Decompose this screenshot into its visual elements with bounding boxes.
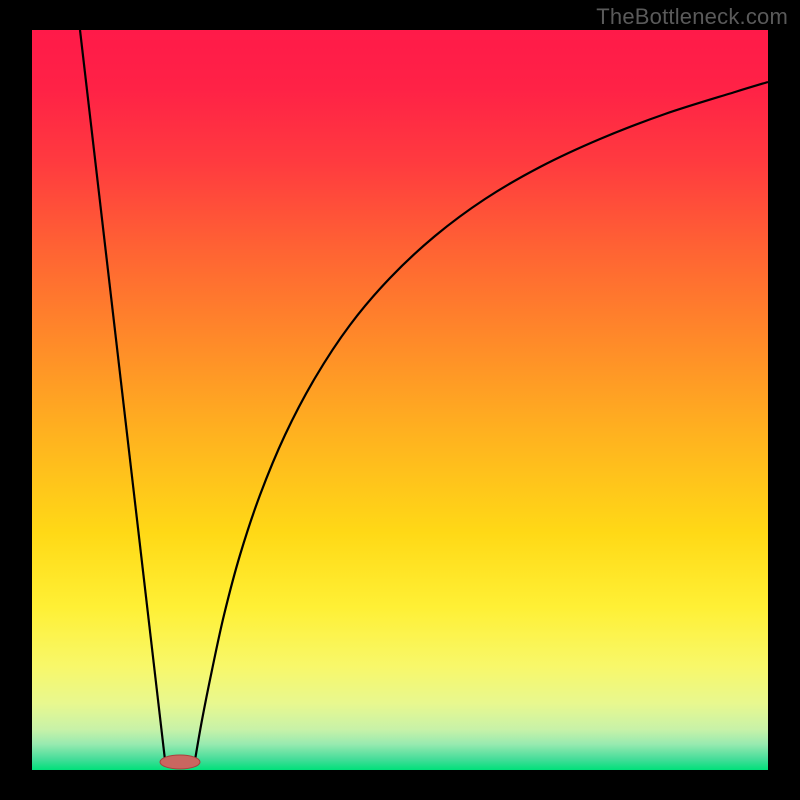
watermark-text: TheBottleneck.com: [596, 4, 788, 30]
optimal-marker: [160, 755, 200, 769]
plot-gradient-background: [32, 30, 768, 770]
bottleneck-chart: [0, 0, 800, 800]
chart-container: { "watermark": { "text": "TheBottleneck.…: [0, 0, 800, 800]
